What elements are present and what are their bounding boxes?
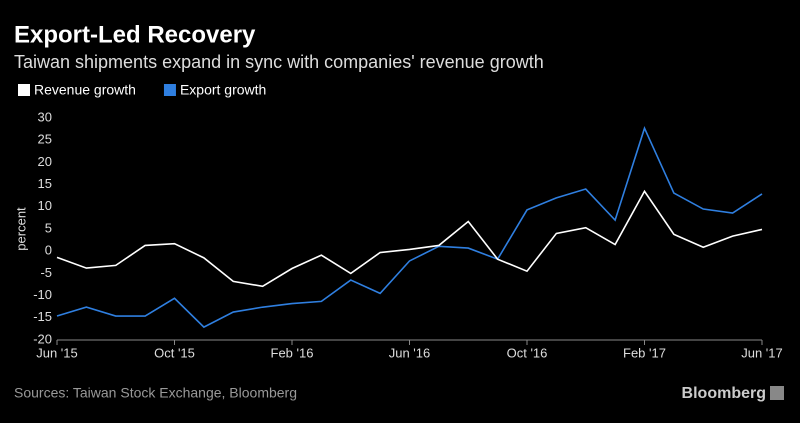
chart-subtitle: Taiwan shipments expand in sync with com… [14, 52, 544, 72]
legend-label: Revenue growth [34, 82, 136, 98]
y-tick-label: 15 [38, 176, 52, 191]
y-tick-label: -10 [33, 287, 52, 302]
legend-swatch [18, 84, 30, 96]
y-tick-label: -15 [33, 309, 52, 324]
series-line [56, 189, 763, 288]
brand-icon [770, 386, 784, 400]
legend-label: Export growth [180, 82, 266, 98]
y-tick-label: 20 [38, 154, 52, 169]
y-tick-label: 25 [38, 132, 52, 147]
y-tick-label: 10 [38, 198, 52, 213]
x-tick-label: Feb '16 [271, 345, 314, 360]
y-axis-label: percent [13, 207, 28, 251]
x-tick-label: Jun '16 [389, 345, 431, 360]
y-tick-label: -20 [33, 331, 52, 346]
x-tick-label: Oct '15 [154, 345, 195, 360]
series-line [56, 125, 763, 329]
x-tick-label: Jun '17 [741, 345, 783, 360]
y-tick-label: 30 [38, 109, 52, 124]
y-tick-label: 5 [45, 220, 52, 235]
brand: Bloomberg [682, 385, 766, 402]
x-tick-label: Jun '15 [36, 345, 78, 360]
x-tick-label: Feb '17 [623, 345, 666, 360]
x-tick-label: Oct '16 [507, 345, 548, 360]
legend-swatch [163, 84, 176, 96]
y-tick-label: -5 [40, 265, 52, 280]
y-tick-label: 0 [45, 243, 52, 258]
chart-title: Export-Led Recovery [14, 21, 256, 48]
source: Sources: Taiwan Stock Exchange, Bloomber… [14, 385, 297, 401]
